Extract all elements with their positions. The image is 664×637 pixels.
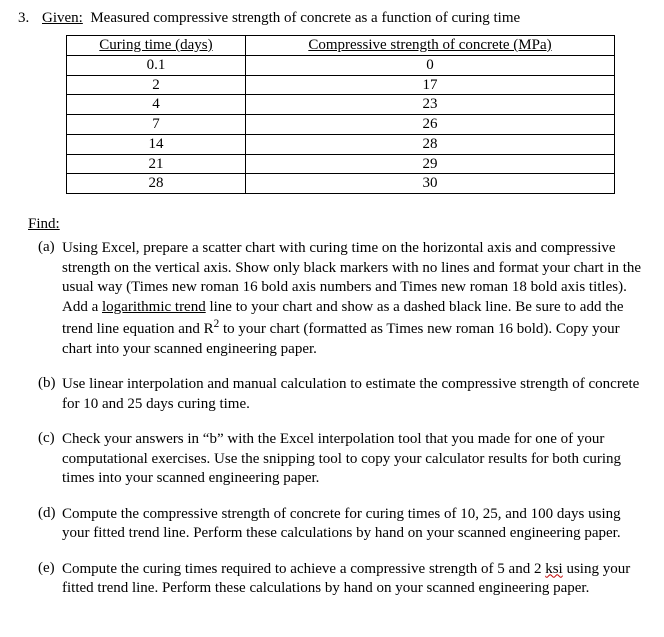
ksi-squiggle: ksi bbox=[545, 561, 563, 577]
table-row: 726 bbox=[67, 115, 615, 135]
col1-header: Curing time (days) bbox=[67, 36, 246, 56]
problem-header: 3. Given: Measured compressive strength … bbox=[18, 10, 646, 27]
part-c-body: Check your answers in “b” with the Excel… bbox=[62, 430, 646, 489]
table-row: 2830 bbox=[67, 174, 615, 194]
table-row: 217 bbox=[67, 75, 615, 95]
part-d-body: Compute the compressive strength of conc… bbox=[62, 505, 646, 544]
find-section: Find: (a) Using Excel, prepare a scatter… bbox=[28, 216, 646, 599]
part-e-label: (e) bbox=[38, 560, 62, 599]
problem-number: 3. bbox=[18, 10, 42, 27]
table-row: 0.10 bbox=[67, 55, 615, 75]
part-c-label: (c) bbox=[38, 430, 62, 489]
part-e-body: Compute the curing times required to ach… bbox=[62, 560, 646, 599]
table-row: 2129 bbox=[67, 154, 615, 174]
part-a: (a) Using Excel, prepare a scatter chart… bbox=[38, 239, 646, 359]
given-label: Given: bbox=[42, 10, 83, 26]
table-row: 423 bbox=[67, 95, 615, 115]
col2-header: Compressive strength of concrete (MPa) bbox=[245, 36, 614, 56]
part-b: (b) Use linear interpolation and manual … bbox=[38, 375, 646, 414]
part-b-label: (b) bbox=[38, 375, 62, 414]
part-c: (c) Check your answers in “b” with the E… bbox=[38, 430, 646, 489]
data-table: Curing time (days) Compressive strength … bbox=[66, 35, 615, 194]
part-b-body: Use linear interpolation and manual calc… bbox=[62, 375, 646, 414]
part-d: (d) Compute the compressive strength of … bbox=[38, 505, 646, 544]
find-label: Find: bbox=[28, 216, 646, 233]
given-desc: Measured compressive strength of concret… bbox=[90, 10, 520, 26]
data-table-wrap: Curing time (days) Compressive strength … bbox=[66, 35, 646, 194]
part-e: (e) Compute the curing times required to… bbox=[38, 560, 646, 599]
table-header-row: Curing time (days) Compressive strength … bbox=[67, 36, 615, 56]
part-d-label: (d) bbox=[38, 505, 62, 544]
part-a-label: (a) bbox=[38, 239, 62, 359]
log-trend-underline: logarithmic trend bbox=[102, 299, 206, 315]
table-row: 1428 bbox=[67, 134, 615, 154]
part-a-body: Using Excel, prepare a scatter chart wit… bbox=[62, 239, 646, 359]
given-line: Given: Measured compressive strength of … bbox=[42, 10, 520, 27]
